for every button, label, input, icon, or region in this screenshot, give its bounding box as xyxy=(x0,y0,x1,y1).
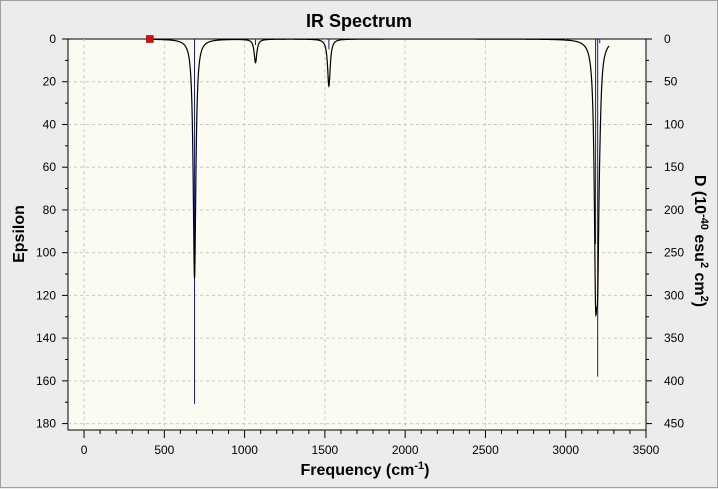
y2-tick-label: 100 xyxy=(664,117,684,131)
x-tick-label: 3000 xyxy=(552,443,579,457)
y-tick-label: 100 xyxy=(36,246,56,260)
y2-tick-label: 350 xyxy=(664,331,684,345)
y2-axis-title: D (10-40 esu2 cm2) xyxy=(691,175,710,307)
y2-tick-label: 450 xyxy=(664,417,684,431)
y2-tick-label: 300 xyxy=(664,288,684,302)
x-tick-label: 2000 xyxy=(392,443,419,457)
y-tick-label: 20 xyxy=(43,75,57,89)
y2-tick-label: 200 xyxy=(664,203,684,217)
x-tick-label: 500 xyxy=(154,443,174,457)
y-tick-label: 140 xyxy=(36,331,56,345)
y-tick-label: 40 xyxy=(43,117,57,131)
x-tick-label: 3500 xyxy=(633,443,660,457)
y2-tick-label: 150 xyxy=(664,160,684,174)
y-tick-label: 60 xyxy=(43,160,57,174)
epsilon-curve xyxy=(148,38,610,318)
y-tick-label: 0 xyxy=(49,32,56,46)
plot-area xyxy=(67,38,647,431)
y-tick-label: 160 xyxy=(36,374,56,388)
x-axis-title: Frequency (cm-1) xyxy=(301,460,430,479)
x-tick-label: 1500 xyxy=(312,443,339,457)
x-tick-label: 0 xyxy=(81,443,88,457)
y-tick-label: 80 xyxy=(43,203,57,217)
y2-title-sup2: 2 xyxy=(698,262,710,268)
y2-title-tail: ) xyxy=(691,302,708,307)
x-tick-label: 1000 xyxy=(231,443,258,457)
y2-title-mid: esu xyxy=(691,230,708,262)
y-tick-label: 120 xyxy=(36,288,56,302)
y-tick-label: 180 xyxy=(36,417,56,431)
y2-tick-label: 250 xyxy=(664,246,684,260)
y2-tick-label: 400 xyxy=(664,374,684,388)
y2-title-pre: D (10 xyxy=(691,175,708,214)
y2-tick-label: 0 xyxy=(664,32,671,46)
y2-title-sup1: -40 xyxy=(698,214,710,230)
y2-tick-label: 50 xyxy=(664,75,678,89)
x-tick-label: 2500 xyxy=(472,443,499,457)
cursor-marker[interactable] xyxy=(146,35,154,43)
y2-title-sup3: 2 xyxy=(698,296,710,302)
y-axis-left: 0 20 40 60 80 100 120 140 160 180 xyxy=(36,32,68,431)
y-axis-title: Epsilon xyxy=(11,205,28,263)
y-axis-right: 0 50 100 150 200 250 300 350 400 450 xyxy=(646,32,684,431)
cursor-marker-layer xyxy=(146,35,154,43)
x-axis-title-sup: -1 xyxy=(414,460,424,472)
grid xyxy=(68,39,646,430)
x-axis: 0 500 1000 1500 2000 2500 3000 3500 xyxy=(81,430,660,457)
chart-title: IR Spectrum xyxy=(306,11,412,31)
x-axis-title-main: Frequency (cm xyxy=(301,462,415,479)
y2-title-mid2: cm xyxy=(691,268,708,296)
stick-spectrum xyxy=(194,39,601,404)
x-axis-title-tail: ) xyxy=(424,462,429,479)
